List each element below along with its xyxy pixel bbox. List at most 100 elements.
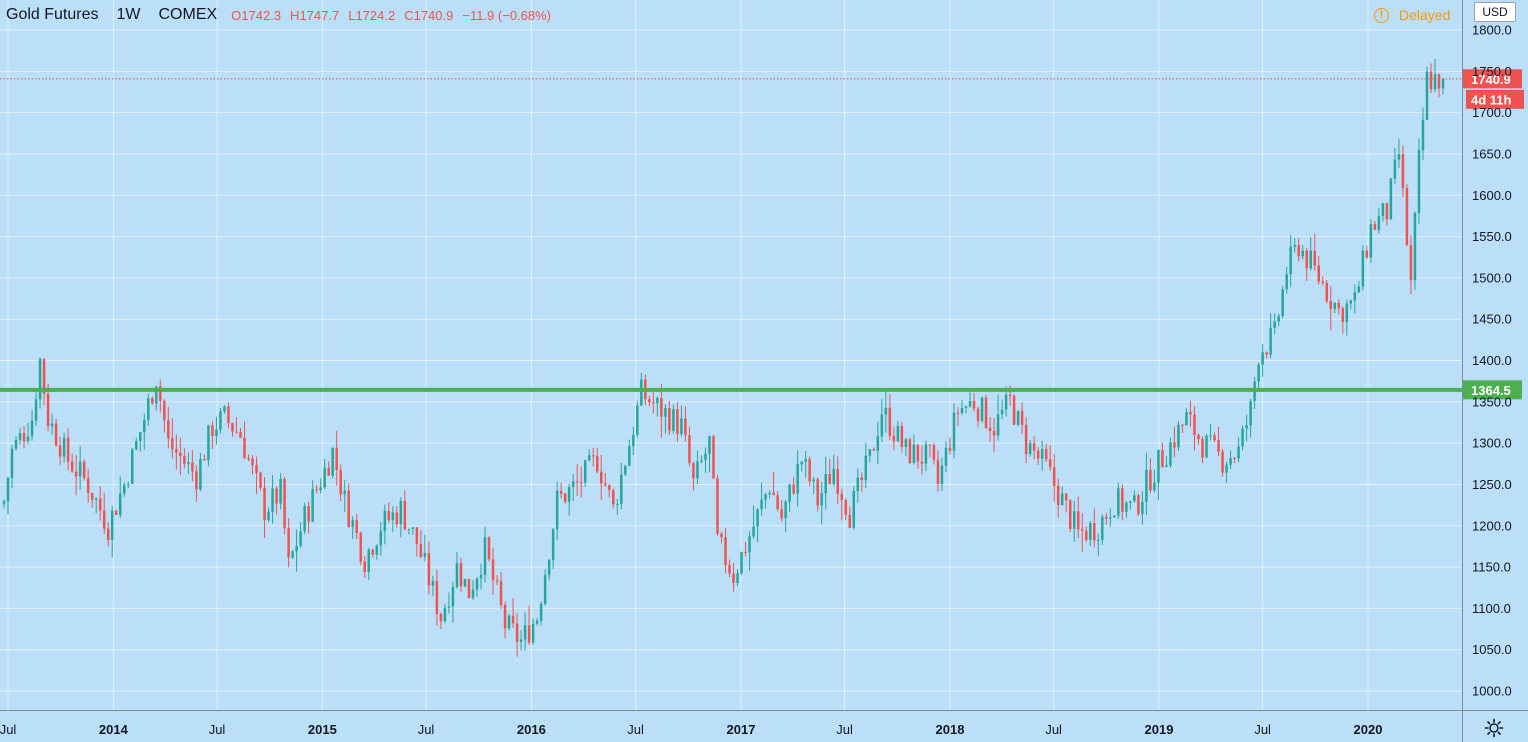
candle-body (347, 490, 350, 527)
countdown-label: 4d 11h (1471, 92, 1512, 107)
candle-body (1301, 250, 1304, 257)
candle-body (1349, 300, 1353, 304)
low-label: L (348, 7, 356, 23)
candle-body (399, 500, 403, 525)
candle-body (816, 479, 819, 506)
candle-body (495, 580, 499, 582)
candle-body (1237, 446, 1240, 459)
candle-body (539, 603, 543, 621)
timeframe[interactable]: 1W (116, 6, 141, 23)
candle-body (407, 528, 411, 530)
candle-body (772, 492, 775, 496)
candle-body (1137, 495, 1140, 515)
candle-body (219, 411, 222, 430)
candle-body (403, 500, 407, 530)
candle-body (579, 482, 583, 484)
y-tick-label: 1550.0 (1472, 229, 1512, 244)
y-tick-label: 1200.0 (1472, 518, 1512, 533)
candle-body (1405, 188, 1409, 246)
close-label: C (404, 7, 414, 23)
gear-icon[interactable] (1484, 718, 1504, 738)
candle-body (1401, 154, 1405, 189)
candle-body (171, 438, 174, 450)
y-tick-label: 1100.0 (1472, 601, 1511, 616)
candle-body (423, 553, 427, 557)
candle-body (106, 528, 110, 540)
candle-body (844, 499, 848, 515)
candle-body (740, 551, 743, 574)
candle-body (255, 465, 258, 473)
x-tick-label: 2017 (727, 722, 756, 737)
candle-body (1157, 449, 1160, 483)
x-tick-label: Jul (209, 722, 226, 737)
candle-body (632, 434, 635, 447)
candle-body (832, 469, 835, 485)
support-label: 1364.5 (1471, 383, 1511, 398)
candle-body (1008, 394, 1012, 396)
candle-body (275, 488, 278, 504)
candle-body (431, 580, 435, 586)
candle-body (1209, 435, 1212, 437)
horizontal-lines[interactable]: 1364.5 1740.9 4d 11h (0, 69, 1524, 400)
candle-body (1409, 245, 1413, 281)
candle-body (944, 447, 948, 466)
candle-body (828, 474, 831, 485)
y-tick-label: 1750.0 (1472, 64, 1512, 79)
candle-body (1165, 465, 1168, 468)
candle-body (467, 578, 471, 598)
x-tick-label: Jul (836, 722, 853, 737)
candle-body (1433, 74, 1437, 90)
candle-body (383, 510, 387, 532)
candle-body (712, 436, 715, 479)
candle-body (1093, 523, 1096, 541)
candle-body (455, 563, 459, 588)
candle-body (555, 490, 559, 530)
candle-body (964, 406, 968, 408)
candle-body (1085, 530, 1088, 540)
candle-body (724, 537, 727, 566)
candle-body (1113, 515, 1116, 518)
x-tick-label: 2018 (936, 722, 965, 737)
candle-body (1072, 511, 1076, 529)
candle-body (1321, 281, 1325, 284)
candle-body (10, 448, 14, 478)
x-tick-label: 2020 (1354, 722, 1383, 737)
candle-body (1421, 119, 1425, 151)
candle-body (575, 481, 579, 483)
candle-body (175, 449, 178, 453)
candle-body (551, 529, 555, 561)
candle-body (379, 531, 383, 546)
candle-body (640, 379, 643, 406)
candle-body (1241, 428, 1244, 447)
ohlc-close: C1740.9 (404, 8, 453, 23)
candle-body (1305, 250, 1308, 269)
candle-body (768, 492, 771, 495)
candle-body (415, 527, 419, 544)
candle-body (487, 537, 491, 560)
candle-body (435, 580, 439, 615)
candle-body (932, 445, 936, 460)
candle-body (1173, 442, 1176, 448)
candle-body (1109, 517, 1112, 519)
candle-body (587, 455, 591, 461)
candle-body (1269, 327, 1272, 355)
candle-body (1105, 516, 1108, 519)
candle-body (1325, 283, 1329, 302)
candle-body (291, 551, 294, 558)
candle-body (748, 536, 751, 553)
candle-body (1201, 439, 1204, 458)
candle-body (1357, 286, 1361, 293)
symbol-name[interactable]: Gold Futures (6, 6, 99, 23)
ohlc-open: O1742.3 (231, 8, 281, 23)
candle-body (18, 433, 22, 441)
candle-body (74, 471, 78, 477)
candle-body (319, 487, 322, 491)
currency-button[interactable]: USD (1474, 2, 1516, 22)
candle-body (1189, 411, 1192, 415)
delayed-status[interactable]: ! Delayed (1374, 5, 1450, 25)
candle-body (451, 587, 455, 607)
candle-body (239, 432, 242, 438)
candle-body (836, 469, 839, 494)
open-value: 1742.3 (241, 7, 282, 23)
